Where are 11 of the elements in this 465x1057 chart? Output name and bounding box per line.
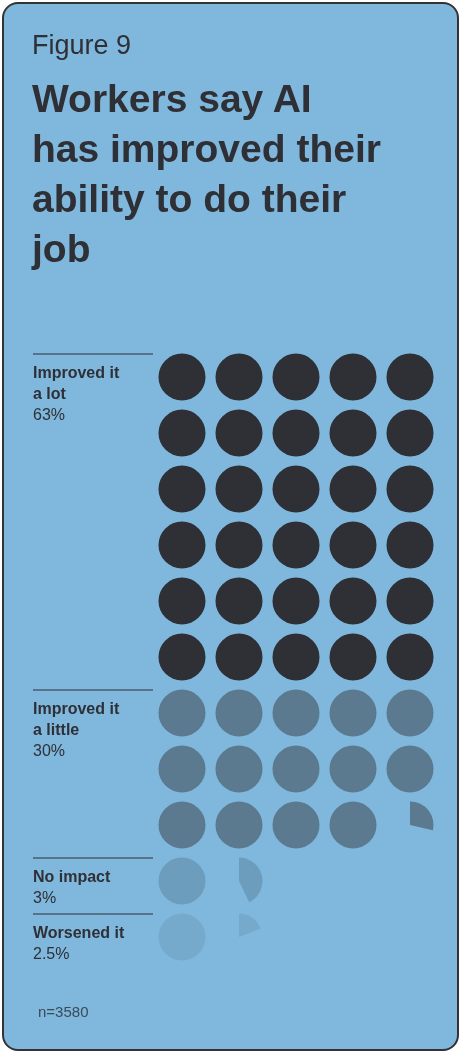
category-label: No impact [33,868,112,885]
data-label: 30% [33,742,66,759]
category-label: Improved it a lot [33,364,120,402]
data-label: 63% [33,406,66,423]
text: n=3580 [38,1003,89,1020]
text: Workers say AI has improved their ability to do their job [32,76,382,272]
data-label: 2.5% [33,945,70,962]
data-label: 3% [33,889,57,906]
category-label: Worsened it [33,924,125,941]
category-label: Improved it a little [33,700,120,738]
text: Figure 9 [32,30,132,61]
